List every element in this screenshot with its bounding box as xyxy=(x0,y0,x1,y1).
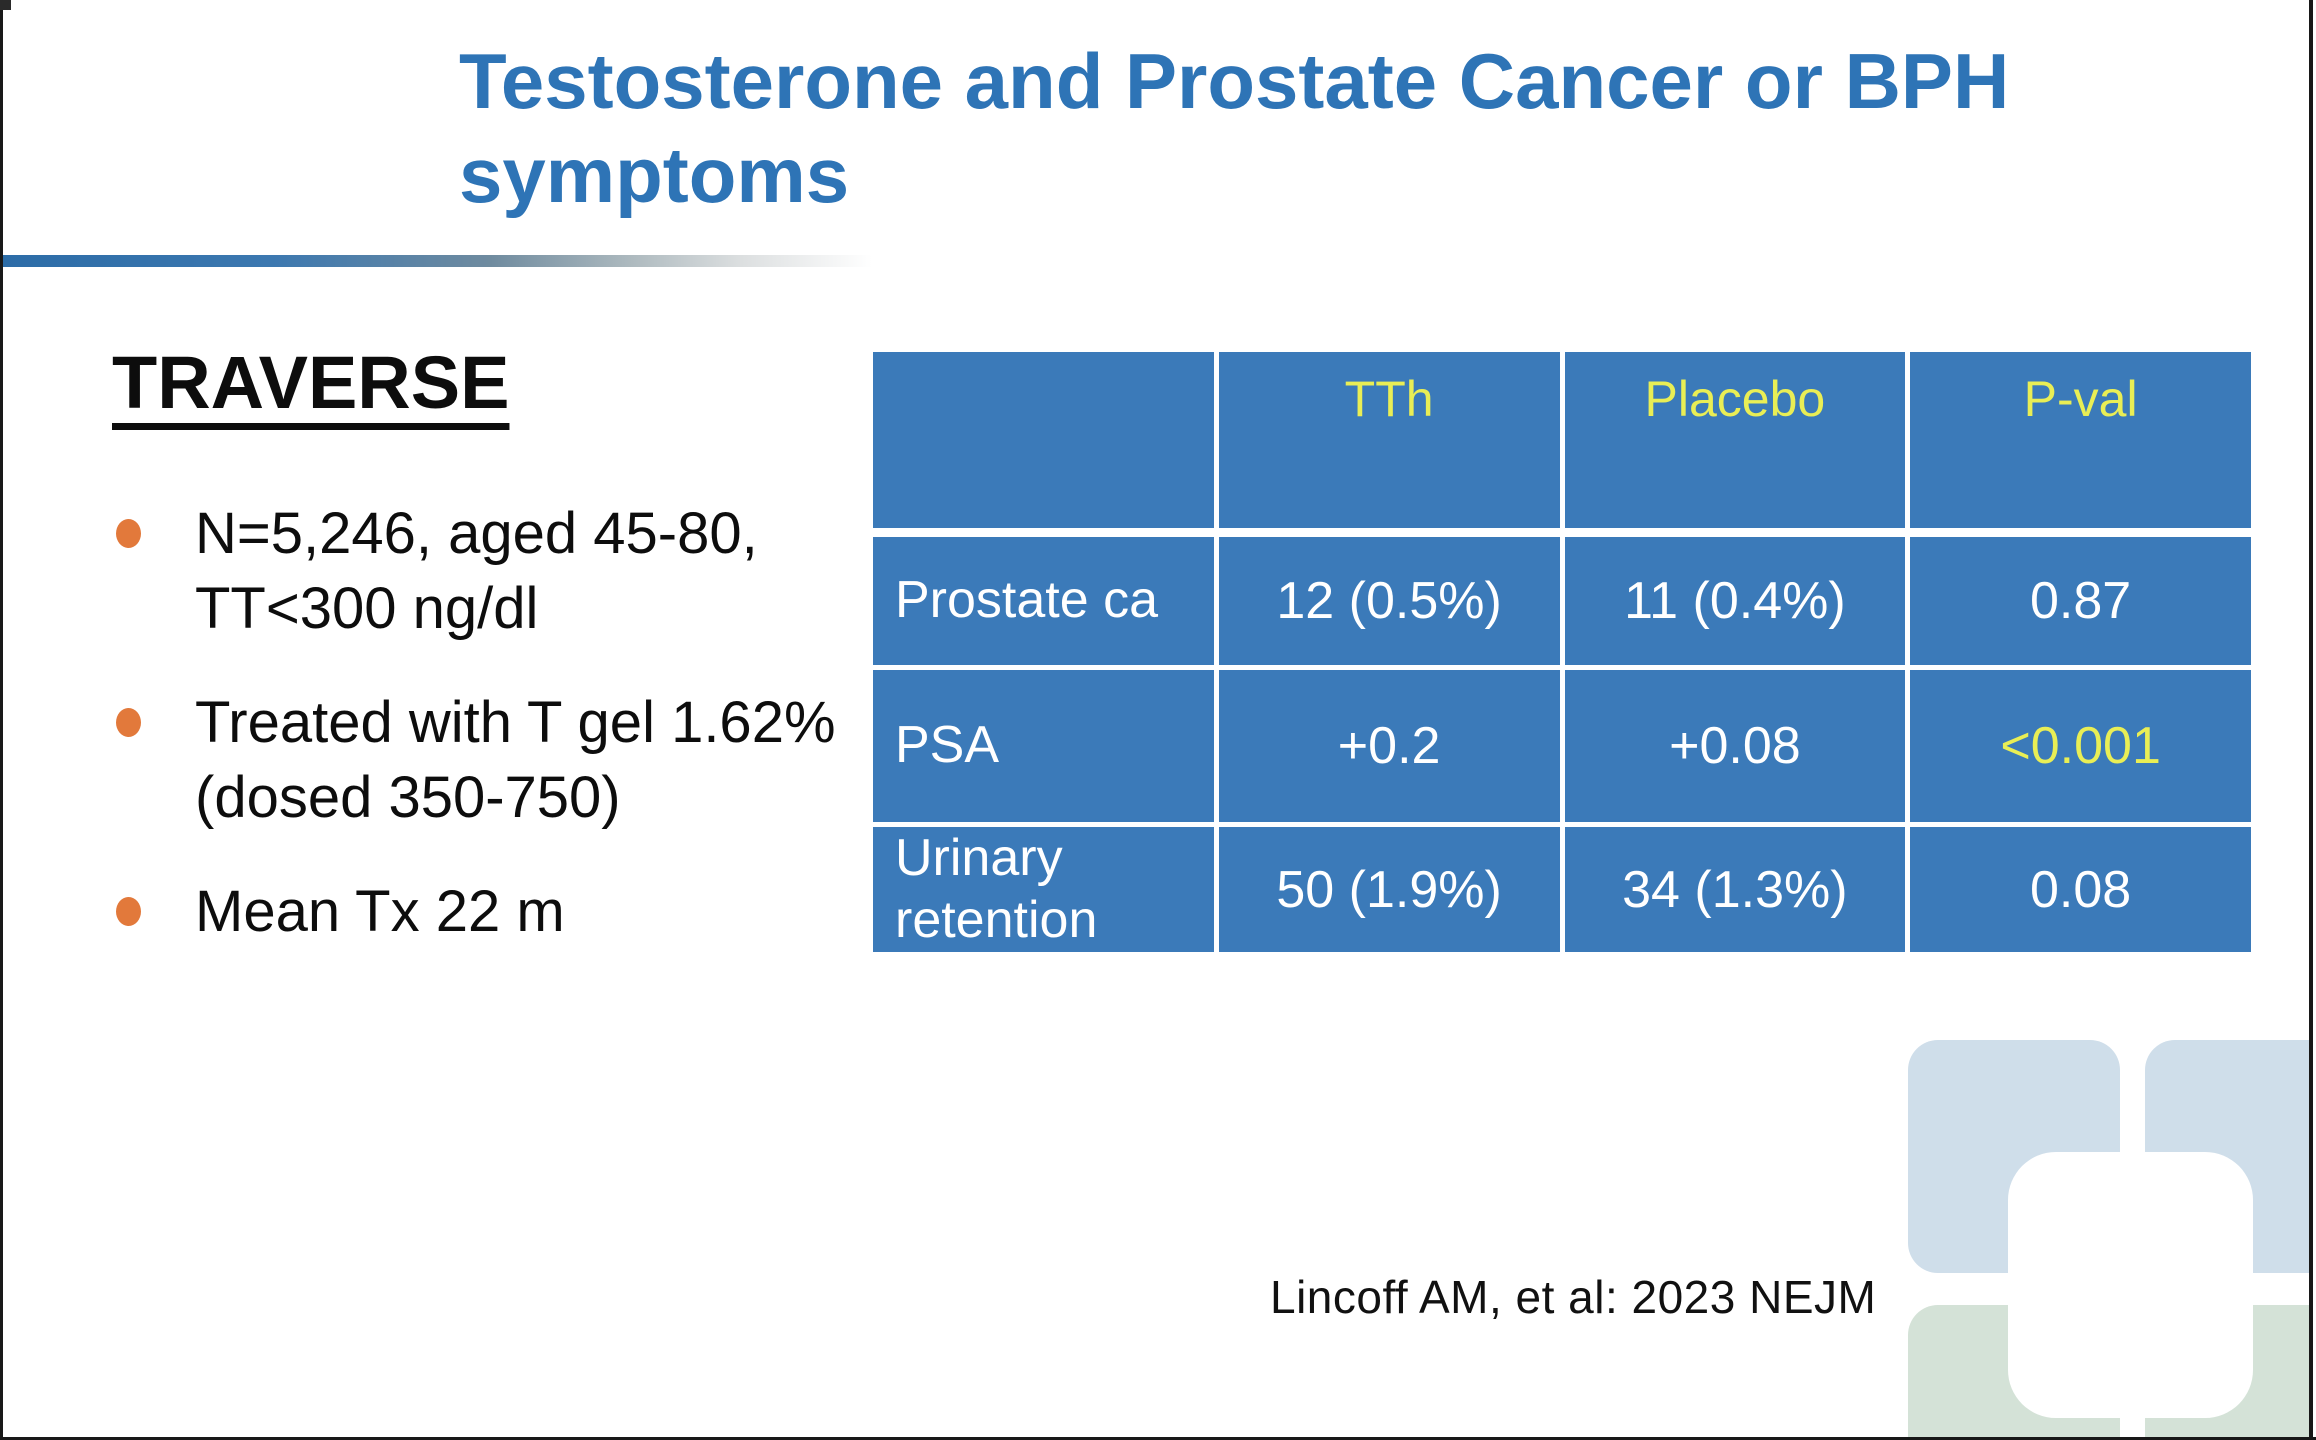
cell-value: 50 (1.9%) xyxy=(1213,822,1565,957)
row-label-psa: PSA xyxy=(868,665,1219,827)
study-name-heading: TRAVERSE xyxy=(112,341,510,424)
bullet-item: N=5,246, aged 45-80, TT<300 ng/dl xyxy=(100,496,855,647)
table-header-row: TTh Placebo P-val xyxy=(868,347,2256,537)
table-row: Prostate ca 12 (0.5%) 11 (0.4%) 0.87 xyxy=(868,530,2256,670)
row-label-prostate-ca: Prostate ca xyxy=(868,530,1219,670)
bullet-text: Mean Tx 22 m xyxy=(195,878,565,944)
cell-value: 12 (0.5%) xyxy=(1213,530,1565,670)
screen-corner-artifact xyxy=(0,0,11,10)
table-row: PSA +0.2 +0.08 <0.001 xyxy=(868,665,2256,827)
bullet-item: Treated with T gel 1.62% (dosed 350-750) xyxy=(100,685,855,836)
col-header-placebo: Placebo xyxy=(1559,347,1911,537)
cell-value: +0.08 xyxy=(1559,665,1911,827)
bullet-item: Mean Tx 22 m xyxy=(100,874,855,949)
cell-pval: 0.08 xyxy=(1905,822,2256,957)
cell-value: 11 (0.4%) xyxy=(1559,530,1911,670)
col-header-pval: P-val xyxy=(1905,347,2256,537)
screen-edge-bottom xyxy=(0,1437,2316,1440)
screen-edge-left xyxy=(0,0,3,1440)
bullet-list: N=5,246, aged 45-80, TT<300 ng/dl Treate… xyxy=(100,496,890,987)
row-label-urinary-retention: Urinary retention xyxy=(868,822,1219,957)
col-header-tth: TTh xyxy=(1213,347,1565,537)
bullet-text: Treated with T gel 1.62% (dosed 350-750) xyxy=(195,689,836,831)
table-row: Urinary retention 50 (1.9%) 34 (1.3%) 0.… xyxy=(868,822,2256,957)
title-divider-rule xyxy=(0,255,1090,267)
screen-edge-right xyxy=(2309,0,2313,1440)
bullet-icon xyxy=(116,707,141,737)
results-table: TTh Placebo P-val Prostate ca 12 (0.5%) … xyxy=(868,347,2256,957)
slide-title: Testosterone and Prostate Cancer or BPH … xyxy=(459,37,2010,220)
citation: Lincoff AM, et al: 2023 NEJM xyxy=(1270,1271,1877,1323)
bullet-icon xyxy=(116,896,141,926)
table-corner-cell xyxy=(868,347,1219,537)
bullet-icon xyxy=(116,519,141,548)
logo-center-white-square xyxy=(2008,1152,2253,1418)
bullet-text: N=5,246, aged 45-80, TT<300 ng/dl xyxy=(195,501,758,642)
cell-value: 34 (1.3%) xyxy=(1559,822,1911,957)
cell-pval: 0.87 xyxy=(1905,530,2256,670)
cell-pval-significant: <0.001 xyxy=(1905,665,2256,827)
cell-value: +0.2 xyxy=(1213,665,1565,827)
